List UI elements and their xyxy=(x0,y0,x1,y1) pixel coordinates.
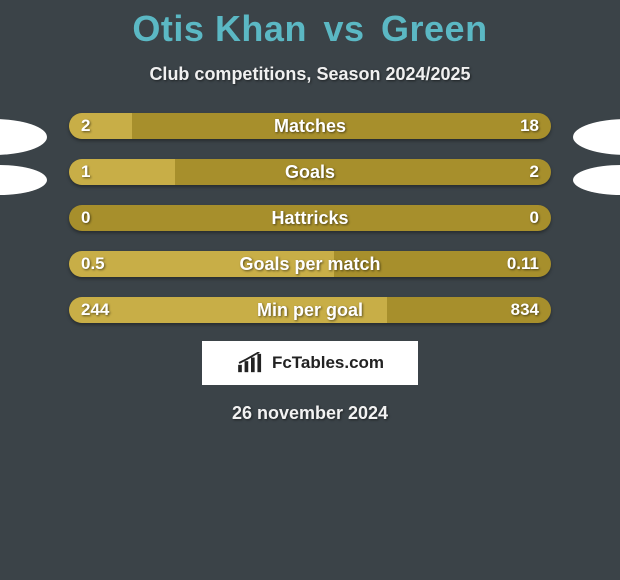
stat-row: 244 Min per goal 834 xyxy=(69,297,551,323)
stat-label: Min per goal xyxy=(69,297,551,323)
stat-right-value: 0.11 xyxy=(507,251,539,277)
team-logo-right-1 xyxy=(573,119,620,155)
stat-row: 1 Goals 2 xyxy=(69,159,551,185)
stat-label: Goals per match xyxy=(69,251,551,277)
brand-box: FcTables.com xyxy=(202,341,418,385)
stat-row: 0 Hattricks 0 xyxy=(69,205,551,231)
title-player2: Green xyxy=(381,8,488,49)
team-logo-right-2 xyxy=(573,165,620,195)
stat-label: Goals xyxy=(69,159,551,185)
team-logo-left-2 xyxy=(0,165,47,195)
title-player1: Otis Khan xyxy=(132,8,307,49)
stat-right-value: 0 xyxy=(530,205,539,231)
stat-right-value: 2 xyxy=(530,159,539,185)
stat-right-value: 834 xyxy=(511,297,539,323)
stat-label: Hattricks xyxy=(69,205,551,231)
subtitle: Club competitions, Season 2024/2025 xyxy=(0,64,620,85)
brand-text: FcTables.com xyxy=(272,353,384,373)
stat-row: 2 Matches 18 xyxy=(69,113,551,139)
comparison-chart: 2 Matches 18 1 Goals 2 0 Hattricks 0 0.5… xyxy=(69,113,551,323)
team-logo-left-1 xyxy=(0,119,47,155)
page-title: Otis Khan vs Green xyxy=(0,0,620,50)
stat-row: 0.5 Goals per match 0.11 xyxy=(69,251,551,277)
stat-label: Matches xyxy=(69,113,551,139)
title-vs: vs xyxy=(323,8,364,49)
brand-chart-icon xyxy=(236,352,266,374)
stat-right-value: 18 xyxy=(520,113,539,139)
date-label: 26 november 2024 xyxy=(0,403,620,424)
